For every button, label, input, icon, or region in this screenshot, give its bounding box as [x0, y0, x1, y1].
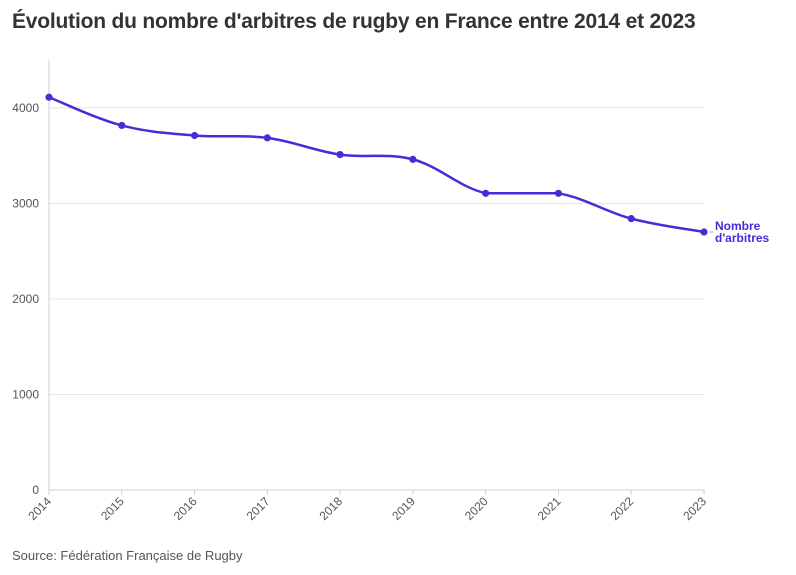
- data-point: [190, 131, 199, 140]
- y-tick-label: 4000: [12, 101, 39, 115]
- data-point: [45, 93, 53, 101]
- data-points: [45, 93, 708, 236]
- y-tick-label: 1000: [12, 387, 39, 401]
- series-label-line: d'arbitres: [715, 231, 770, 245]
- data-point: [700, 228, 708, 236]
- x-tick-label: 2015: [98, 494, 127, 523]
- y-tick-label: 0: [32, 483, 39, 497]
- x-tick-label: 2021: [535, 494, 564, 523]
- chart-title: Évolution du nombre d'arbitres de rugby …: [12, 10, 696, 33]
- x-tick-label: 2014: [25, 494, 54, 523]
- series-label-line: Nombre: [715, 219, 761, 233]
- data-point: [118, 121, 126, 130]
- x-tick-label: 2020: [462, 494, 491, 523]
- x-tick-label: 2022: [608, 494, 637, 523]
- data-point: [409, 155, 417, 163]
- x-axis-ticks: 2014 2015 2016 2017 2018 2019 2020 2021 2022 2023: [25, 490, 709, 523]
- x-tick-label: 2019: [389, 494, 418, 523]
- gridlines: [49, 107, 704, 395]
- x-tick-label: 2016: [171, 494, 200, 523]
- series-line: [48, 96, 705, 234]
- x-tick-label: 2023: [680, 494, 709, 523]
- x-tick-label: 2017: [244, 494, 273, 523]
- y-tick-label: 3000: [12, 196, 39, 210]
- y-tick-label: 2000: [12, 292, 39, 306]
- data-point: [482, 189, 490, 197]
- source-note: Source: Fédération Française de Rugby: [12, 548, 243, 563]
- data-point: [336, 151, 344, 159]
- data-point: [554, 189, 563, 197]
- x-tick-label: 2018: [316, 494, 345, 523]
- data-point: [263, 134, 271, 142]
- y-axis-ticks: 0 1000 2000 3000 4000: [12, 101, 39, 497]
- data-point: [627, 215, 635, 223]
